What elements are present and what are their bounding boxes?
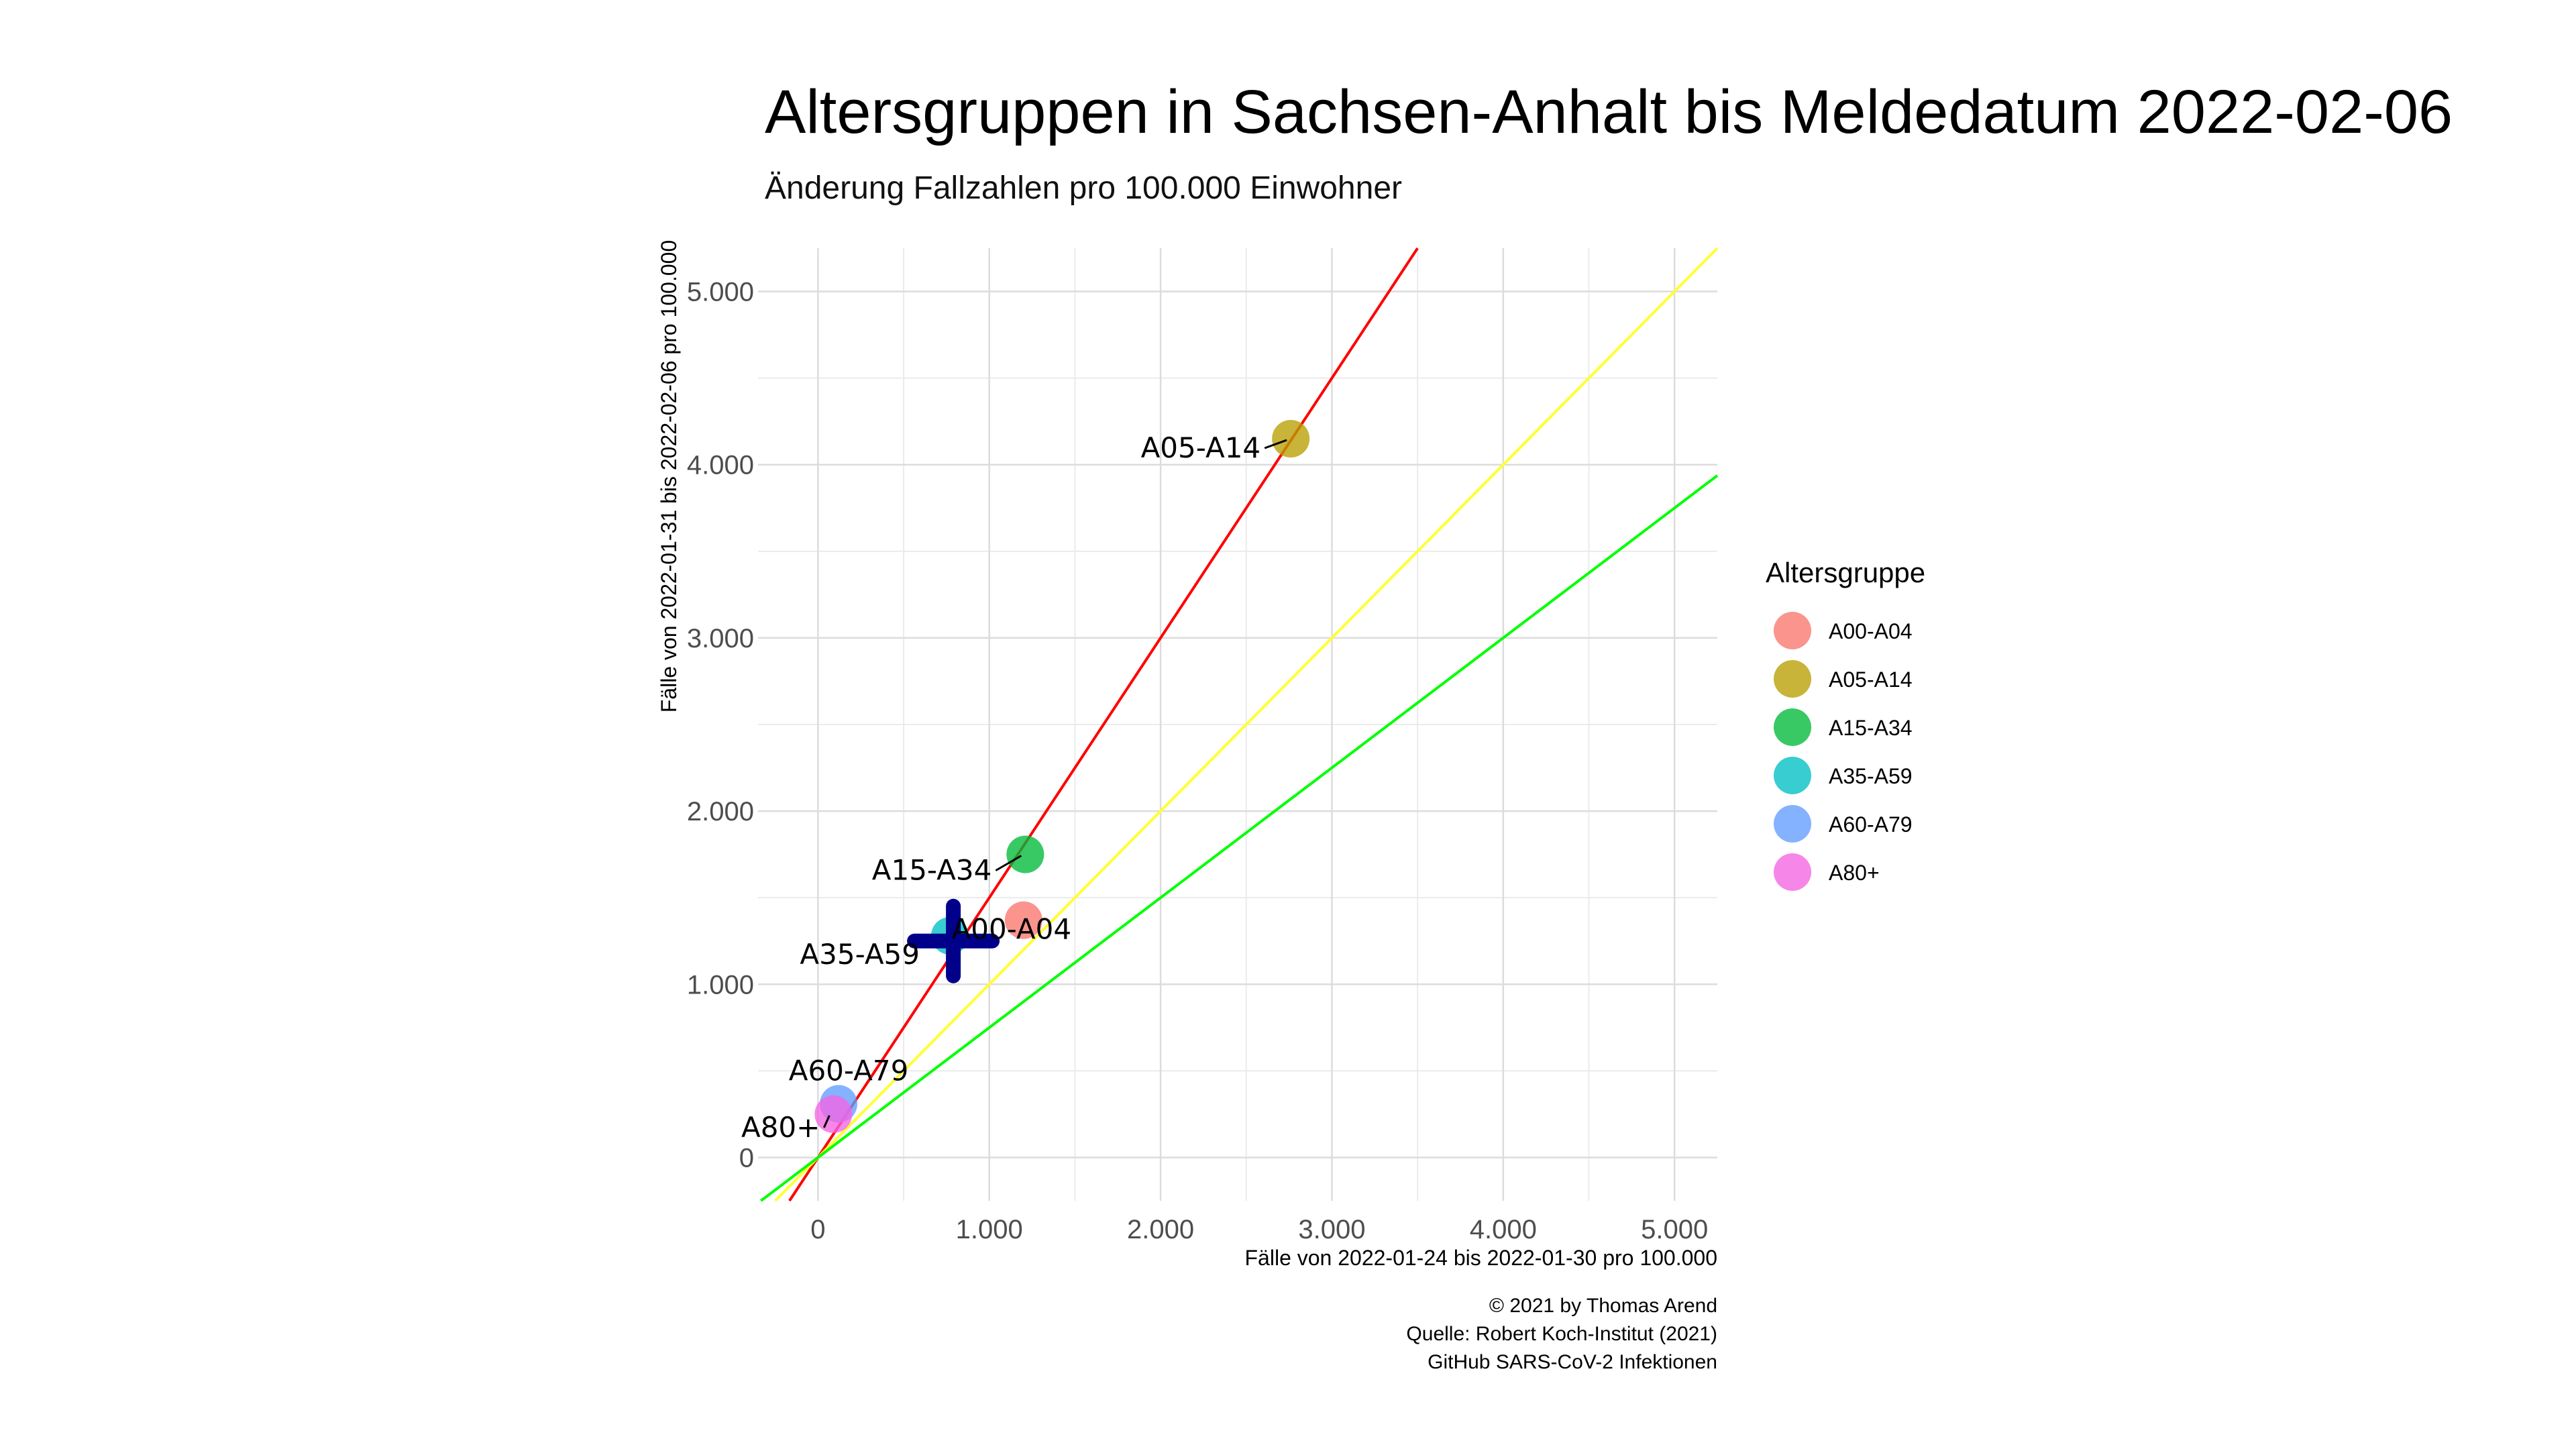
legend-key <box>1774 612 1811 649</box>
y-tick-label: 1.000 <box>687 970 754 1000</box>
y-tick-label: 2.000 <box>687 797 754 826</box>
x-tick-label: 3.000 <box>1298 1215 1365 1244</box>
legend-label: A15-A34 <box>1829 716 1913 740</box>
data-point-a15-a34 <box>1006 835 1044 873</box>
chart-title: Altersgruppen in Sachsen-Anhalt bis Meld… <box>765 78 2453 146</box>
legend-label: A80+ <box>1829 861 1880 885</box>
y-tick-label: 0 <box>739 1143 754 1173</box>
x-axis-ticks: 0 1.000 2.000 3.000 4.000 5.000 <box>810 1215 1708 1244</box>
legend-key <box>1774 660 1811 698</box>
point-label: A05-A14 <box>1141 431 1261 464</box>
data-point-a80plus <box>814 1095 853 1133</box>
legend-key <box>1774 805 1811 843</box>
y-tick-label: 3.000 <box>687 624 754 653</box>
caption: © 2021 by Thomas Arend Quelle: Robert Ko… <box>1406 1295 1717 1373</box>
data-point-a00-a04 <box>1004 901 1042 939</box>
mean-marker <box>907 898 1000 983</box>
label-connector <box>1264 439 1287 449</box>
x-tick-label: 4.000 <box>1470 1215 1537 1244</box>
legend-label: A35-A59 <box>1829 764 1913 788</box>
point-label: A15-A34 <box>872 854 992 887</box>
point-label: A80+ <box>741 1111 820 1144</box>
x-axis-label: Fälle von 2022-01-24 bis 2022-01-30 pro … <box>1245 1246 1718 1270</box>
y-tick-label: 4.000 <box>687 451 754 480</box>
legend-key <box>1774 757 1811 794</box>
label-connector <box>822 1115 830 1128</box>
data-point-a05-a14 <box>1272 420 1310 458</box>
reference-line-2 <box>760 474 1719 1202</box>
point-label: A35-A59 <box>800 938 920 971</box>
x-tick-label: 2.000 <box>1127 1215 1194 1244</box>
x-tick-label: 1.000 <box>956 1215 1023 1244</box>
legend-key <box>1774 708 1811 746</box>
point-label: A60-A79 <box>789 1054 909 1087</box>
caption-copyright: © 2021 by Thomas Arend <box>1489 1295 1717 1317</box>
legend-key <box>1774 853 1811 891</box>
point-labels: A00-A04 A05-A14 A15-A34 A35-A59 A60-A79 A80+ <box>741 431 1287 1144</box>
legend-label: A60-A79 <box>1829 812 1913 837</box>
legend: Altersgruppe A00-A04 A05-A14 A15-A34 A35-A5… <box>1766 557 1925 891</box>
legend-title: Altersgruppe <box>1766 557 1925 588</box>
x-tick-label: 0 <box>810 1215 825 1244</box>
y-tick-label: 5.000 <box>687 278 754 307</box>
x-tick-label: 5.000 <box>1641 1215 1708 1244</box>
label-connector <box>995 855 1022 871</box>
plot-grid <box>758 248 1717 1201</box>
point-label: A00-A04 <box>952 913 1072 946</box>
y-axis-ticks: 0 1.000 2.000 3.000 4.000 5.000 <box>687 278 754 1173</box>
reference-line-0 <box>788 247 1419 1202</box>
chart-subtitle: Änderung Fallzahlen pro 100.000 Einwohne… <box>765 170 1402 206</box>
reference-lines <box>760 247 1719 1202</box>
caption-github: GitHub SARS-CoV-2 Infektionen <box>1428 1351 1717 1373</box>
y-axis-label: Fälle von 2022-01-31 bis 2022-02-06 pro … <box>657 240 681 713</box>
legend-label: A05-A14 <box>1829 667 1913 692</box>
reference-line-1 <box>774 247 1719 1202</box>
caption-source: Quelle: Robert Koch-Institut (2021) <box>1406 1323 1717 1345</box>
legend-label: A00-A04 <box>1829 619 1913 643</box>
